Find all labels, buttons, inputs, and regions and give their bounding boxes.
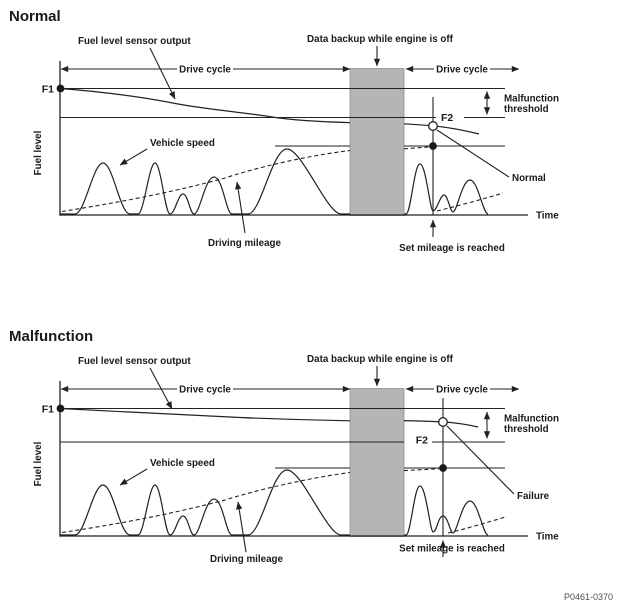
normal-result-leader [436,129,510,178]
normal-sensor-output-label: Fuel level sensor output [78,36,191,47]
malfunction-driving-mileage-dashed-line [61,468,508,534]
malfunction-threshold-label-line1: Malfunction [504,414,559,425]
normal-drive-cycle-left-label: Drive cycle [179,65,231,76]
malfunction-data-backup-bar [349,388,405,537]
malfunction-time-label: Time [536,532,559,543]
malfunction-f2-point [438,417,448,427]
normal-result-label: Normal [512,173,546,184]
normal-vehicle-speed-curve [60,148,489,215]
malfunction-fuel-level-axis-label: Fuel level [33,441,44,486]
normal-data-backup-label: Data backup while engine is off [307,34,454,45]
normal-time-label: Time [536,211,559,222]
malfunction-sensor-output-leader [149,367,173,410]
diagram-normal: Normal Time Fuel level Drive cycle Drive… [9,8,559,254]
malfunction-data-backup-label: Data backup while engine is off [307,354,454,365]
malfunction-driving-mileage-label: Driving mileage [210,554,284,565]
malfunction-f1-label: F1 [42,404,54,416]
normal-drive-cycle-right-label: Drive cycle [436,65,488,76]
normal-vehicle-speed-leader [119,148,148,166]
malfunction-vehicle-speed-label: Vehicle speed [150,458,215,469]
malfunction-drive-cycle-left-label: Drive cycle [179,385,231,396]
normal-threshold-label-line1: Malfunction [504,94,559,105]
figure-code: P0461-0370 [564,592,613,602]
malfunction-set-mileage-point [439,464,447,472]
malfunction-result-label: Failure [517,491,550,502]
malfunction-title: Malfunction [9,328,93,345]
normal-fuel-level-axis-label: Fuel level [33,130,44,175]
malfunction-vehicle-speed-curve [60,469,489,536]
normal-driving-mileage-label: Driving mileage [208,238,282,249]
malfunction-f2-label: F2 [416,435,428,447]
malfunction-threshold-label-line2: threshold [504,424,549,435]
malfunction-set-mileage-label: Set mileage is reached [399,544,505,555]
normal-driving-mileage-leader [235,181,246,234]
malfunction-drive-cycle-right-label: Drive cycle [436,385,488,396]
malfunction-vehicle-speed-leader [119,468,148,486]
normal-vehicle-speed-label: Vehicle speed [150,138,215,149]
normal-title: Normal [9,8,61,25]
malfunction-sensor-output-curve [59,407,479,428]
normal-driving-mileage-dashed-line [61,146,504,213]
malfunction-driving-mileage-leader [236,501,247,553]
normal-f2-point [428,121,438,131]
normal-set-mileage-label: Set mileage is reached [399,243,505,254]
normal-f2-label: F2 [441,112,453,124]
diagram-malfunction: Malfunction Time Fuel level Drive cycle … [9,328,559,565]
normal-f1-label: F1 [42,84,54,96]
normal-data-backup-bar [349,68,405,216]
normal-threshold-label-line2: threshold [504,104,549,115]
normal-set-mileage-point [429,142,437,150]
malfunction-f1-point [56,404,65,413]
normal-sensor-output-leader [149,47,176,100]
normal-sensor-output-curve [59,87,480,135]
normal-f1-point [56,84,65,93]
malfunction-sensor-output-label: Fuel level sensor output [78,356,191,367]
malfunction-result-leader [446,425,515,495]
